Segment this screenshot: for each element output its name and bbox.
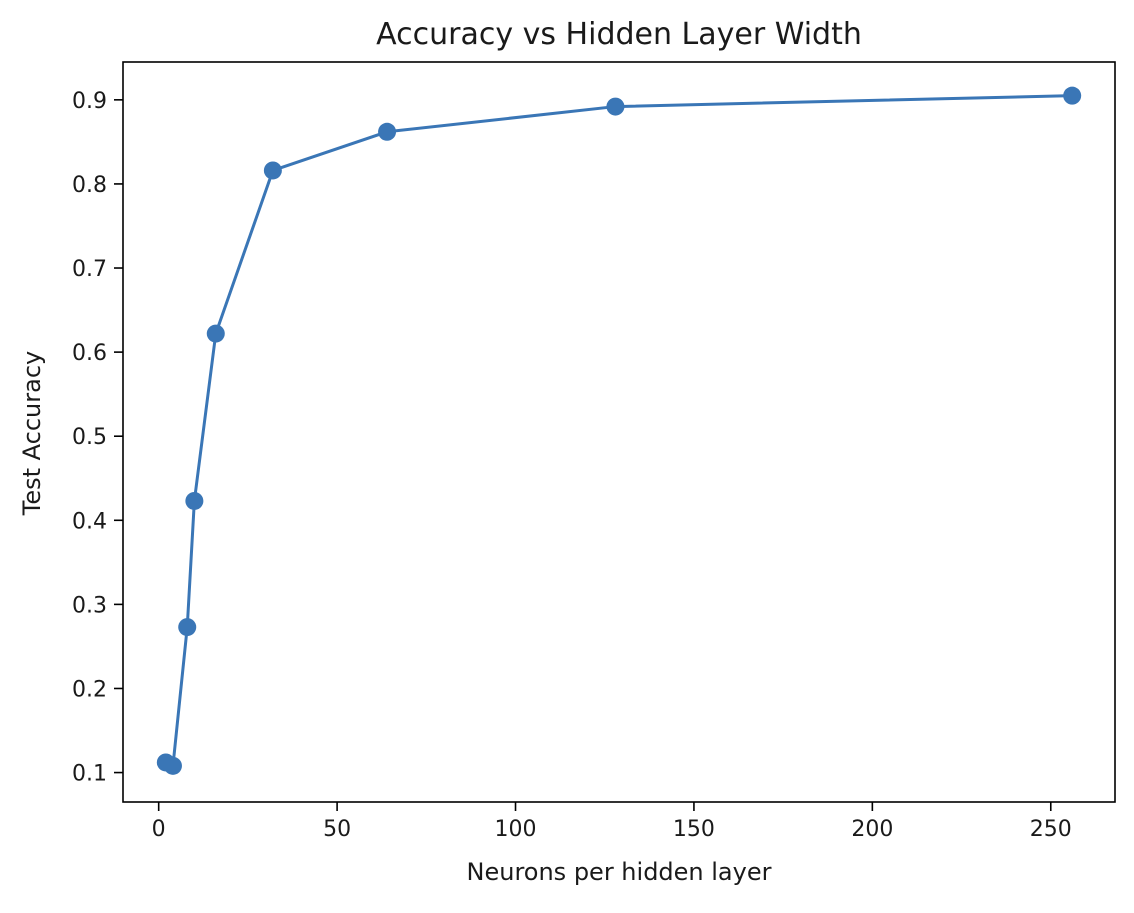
y-tick-label: 0.3 — [72, 593, 107, 618]
chart-title: Accuracy vs Hidden Layer Width — [376, 17, 862, 52]
x-tick-label: 150 — [673, 817, 715, 842]
y-tick-label: 0.7 — [72, 257, 107, 282]
data-point — [606, 97, 625, 116]
x-tick-label: 200 — [851, 817, 893, 842]
y-tick-label: 0.1 — [72, 762, 107, 787]
y-axis-label: Test Accuracy — [18, 351, 46, 516]
y-tick-label: 0.6 — [72, 341, 107, 366]
x-axis-label: Neurons per hidden layer — [467, 858, 772, 886]
y-tick-label: 0.9 — [72, 89, 107, 114]
y-tick-label: 0.8 — [72, 173, 107, 198]
data-point — [206, 324, 225, 343]
data-point — [185, 491, 204, 510]
plot-area: 0 50 100 150 200 250 0.1 0.2 0.3 0.4 0.5 0.6 0.7 0.8 0… — [72, 61, 1116, 842]
data-point — [1063, 86, 1082, 105]
data-point — [263, 161, 282, 180]
data-point — [163, 756, 182, 775]
data-point — [178, 618, 197, 637]
y-tick-label: 0.2 — [72, 677, 107, 702]
y-tick-label: 0.4 — [72, 509, 107, 534]
y-tick-label: 0.5 — [72, 425, 107, 450]
data-point — [378, 122, 397, 141]
series-line — [165, 94, 1073, 768]
x-tick-label: 0 — [152, 817, 166, 842]
plot-frame — [122, 61, 1116, 803]
x-tick-label: 50 — [323, 817, 351, 842]
x-tick-label: 250 — [1030, 817, 1072, 842]
x-tick-label: 100 — [495, 817, 537, 842]
